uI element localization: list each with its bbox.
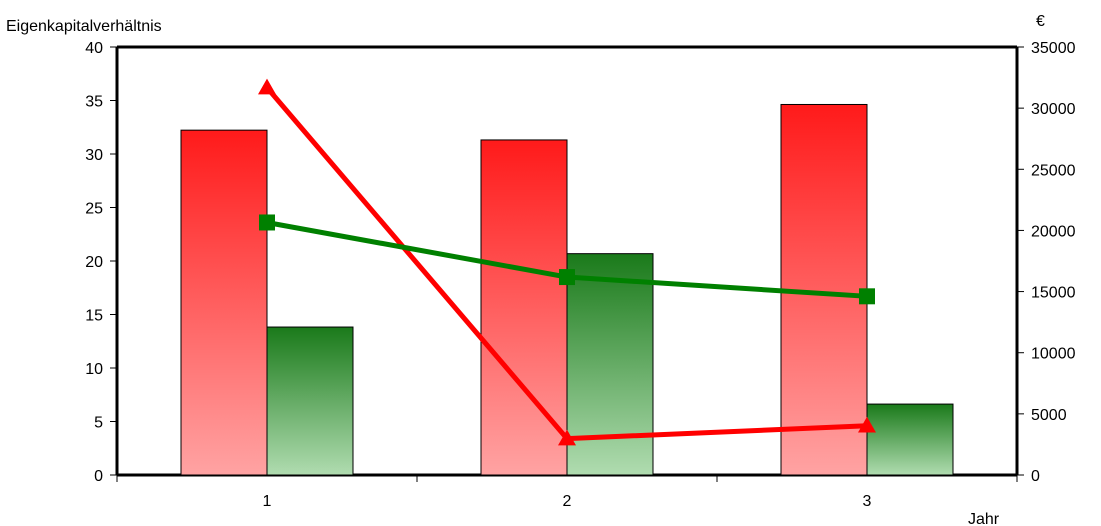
x-axis-title: Jahr [968,511,1000,526]
right-tick-label-35000: 35000 [1031,40,1076,57]
left-tick-label-20: 20 [85,254,103,271]
x-axis-ticks: 1 2 3 [116,475,1018,510]
x-tick-label-1: 1 [263,493,272,510]
bar-series-1-cat-1 [180,129,268,476]
right-tick-label-0: 0 [1031,468,1040,485]
right-tick-label-30000: 30000 [1031,101,1076,118]
line-series-2-point-3 [859,288,875,305]
right-axis-title: € [1036,13,1045,30]
left-tick-label-0: 0 [94,468,103,485]
right-axis-ticks: 0 5000 10000 15000 20000 25000 30000 35000 [1017,40,1076,485]
right-tick-label-10000: 10000 [1031,346,1076,363]
line-series-2-point-2 [559,269,575,286]
left-tick-label-35: 35 [85,94,103,111]
line-series-1-point-3 [858,416,876,433]
bar-series-2-cat-3 [866,403,954,476]
bar-series-2-cat-2 [566,253,654,476]
lines-group [258,78,876,446]
x-tick-label-2: 2 [563,493,572,510]
right-tick-label-25000: 25000 [1031,162,1076,179]
left-axis-ticks: 0 5 10 15 20 25 30 35 40 [85,40,117,485]
right-tick-label-5000: 5000 [1031,407,1067,424]
left-tick-label-40: 40 [85,40,103,57]
right-tick-label-20000: 20000 [1031,223,1076,240]
line-series-1-point-2 [558,429,576,446]
left-axis-title: Eigenkapitalverhältnis [6,18,162,35]
left-tick-label-30: 30 [85,147,103,164]
right-tick-label-15000: 15000 [1031,285,1076,302]
left-tick-label-25: 25 [85,201,103,218]
left-tick-label-15: 15 [85,308,103,325]
line-series-2-point-1 [259,214,275,231]
bar-series-2-cat-1 [266,326,354,476]
line-series-1-point-1 [258,78,276,95]
left-tick-label-10: 10 [85,361,103,378]
left-tick-label-5: 5 [94,415,103,432]
x-tick-label-3: 3 [863,493,872,510]
